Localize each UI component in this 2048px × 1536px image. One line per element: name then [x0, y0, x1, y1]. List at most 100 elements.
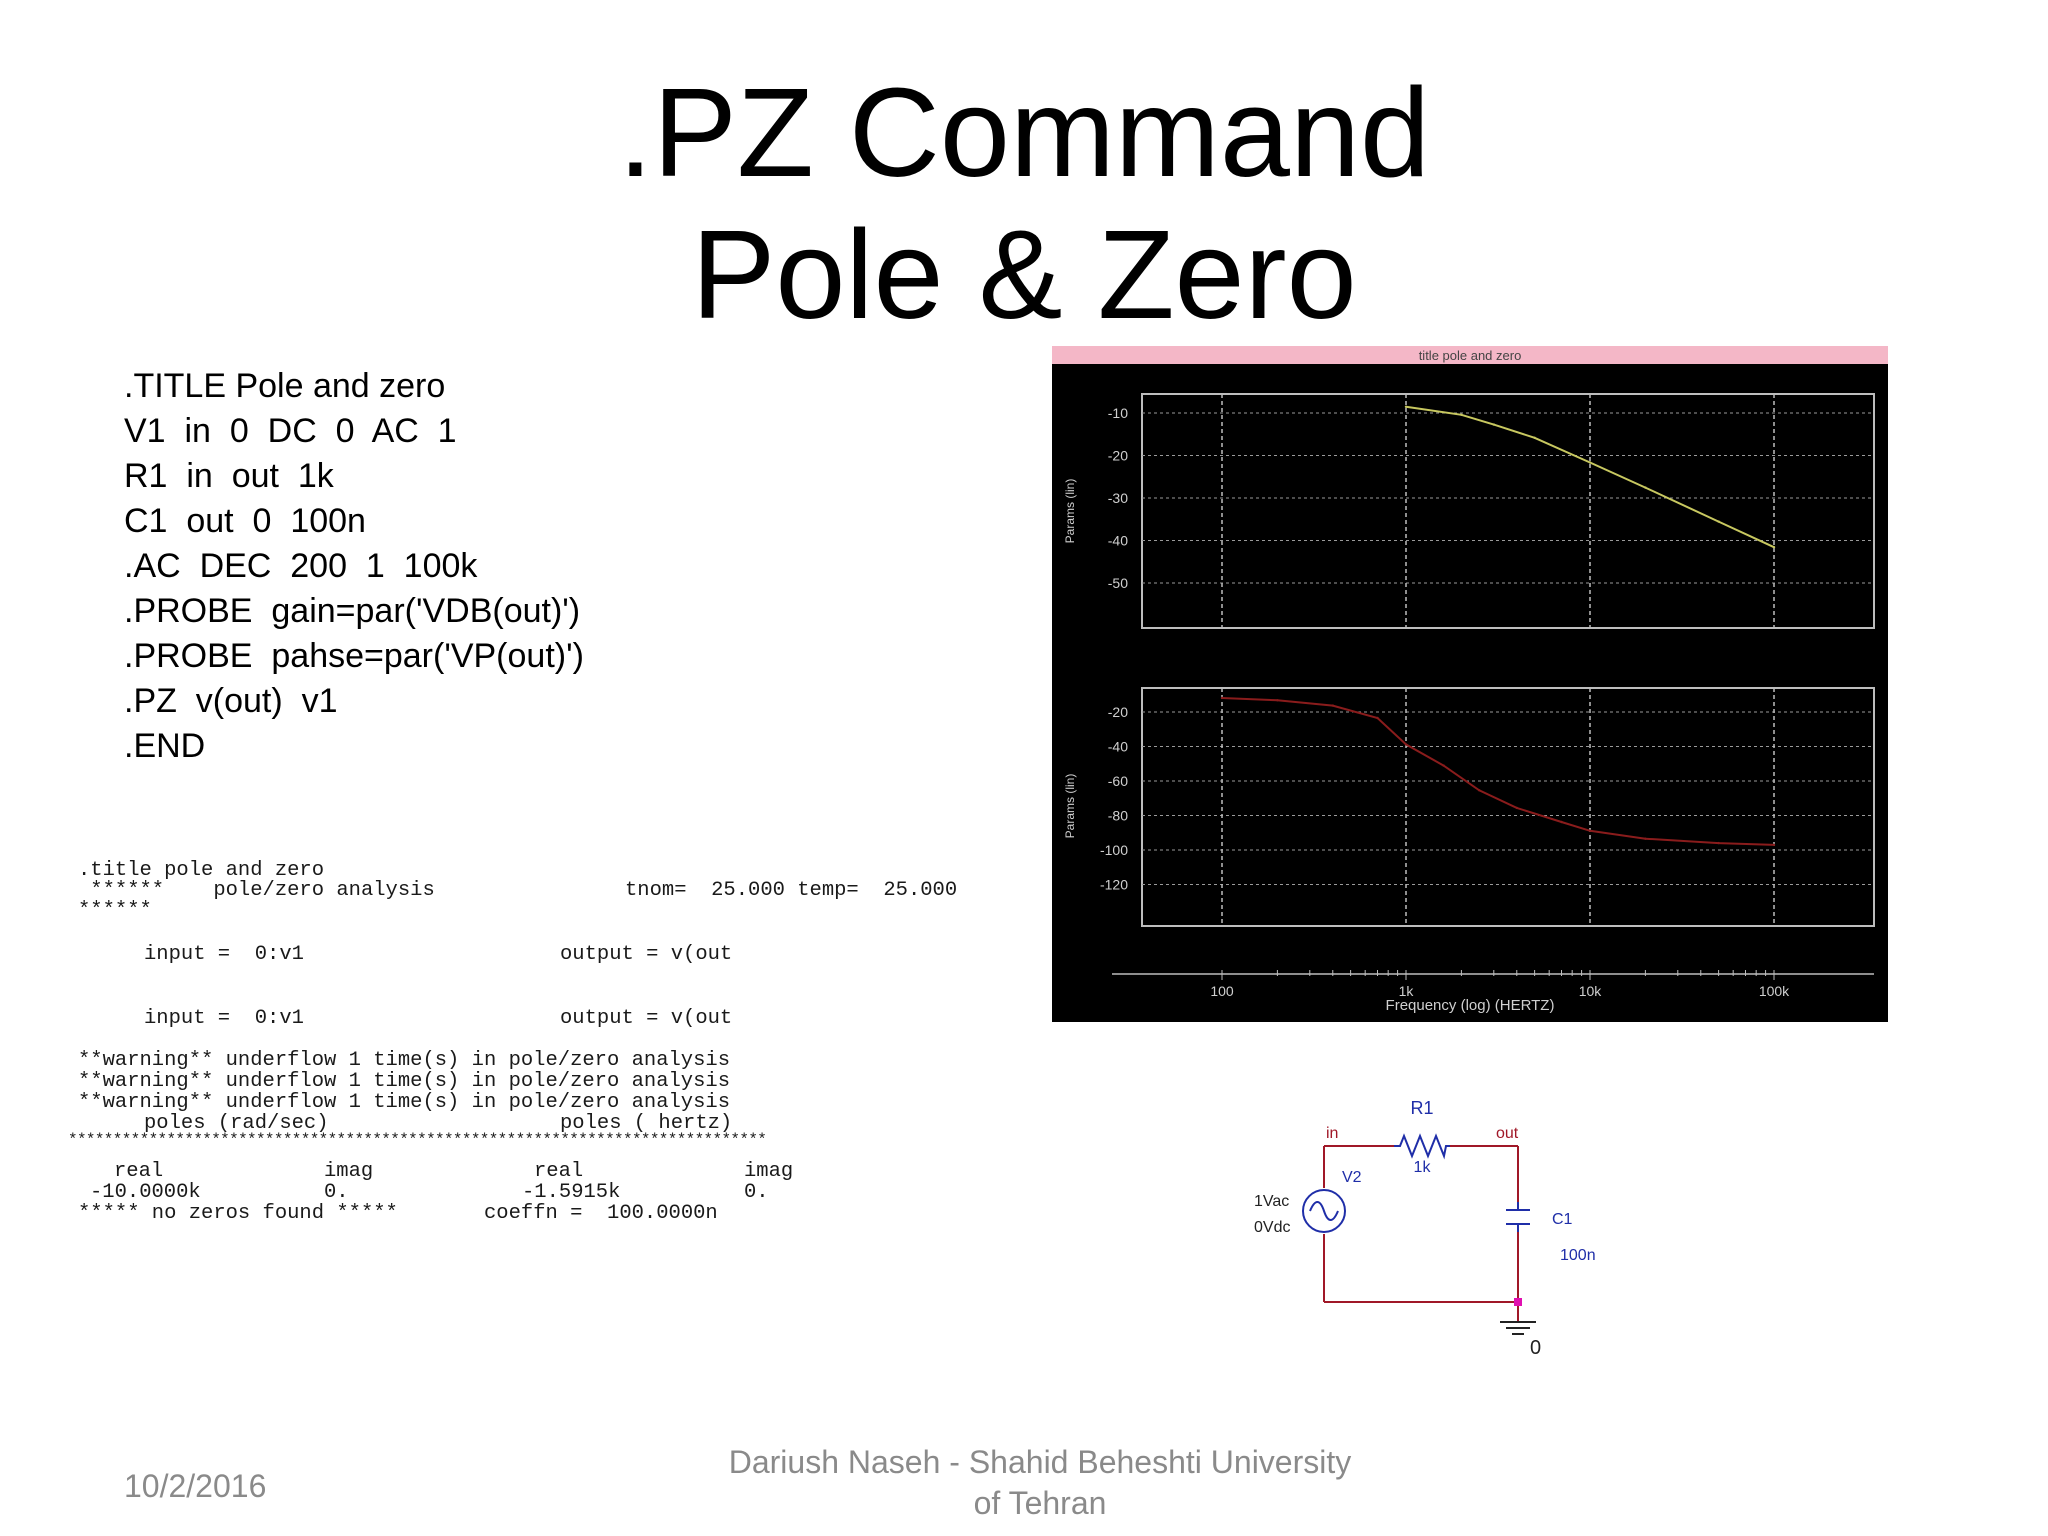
- y-tick-label: -50: [1108, 575, 1128, 591]
- series-line: [1405, 405, 1775, 549]
- plot-title: title pole and zero: [1419, 348, 1522, 363]
- author-line-2: of Tehran: [973, 1485, 1107, 1521]
- circuit-schematic: R1 1k in out V2 1Vac 0Vdc C1 100n 0: [1240, 1090, 1640, 1370]
- output-warning: **warning** underflow 1 time(s) in pole/…: [78, 1049, 731, 1072]
- output-poles-hz: poles ( hertz): [560, 1112, 733, 1135]
- output-input: input = 0:v1: [144, 943, 304, 966]
- netlist-line: .TITLE Pole and zero: [124, 367, 446, 405]
- output-stars-short: ******: [78, 899, 152, 922]
- title-line-2: Pole & Zero: [691, 204, 1357, 345]
- data-point: [1460, 413, 1463, 416]
- x-axis-label: Frequency (log) (HERTZ): [1386, 997, 1555, 1014]
- y-tick-label: -20: [1108, 448, 1128, 464]
- node-out-label: out: [1496, 1125, 1519, 1142]
- data-point: [1220, 696, 1224, 700]
- footer-author: Dariush Naseh - Shahid Beheshti Universi…: [700, 1442, 1380, 1524]
- schematic-svg: R1 1k in out V2 1Vac 0Vdc C1 100n 0: [1254, 1098, 1596, 1359]
- data-point: [1404, 405, 1408, 408]
- data-point: [1276, 699, 1279, 702]
- title-line-1: .PZ Command: [617, 62, 1431, 203]
- netlist-line: V1 in 0 DC 0 AC 1: [124, 412, 457, 450]
- bode-plot-svg: title pole and zero -10 -20 -30 -40 -50 Param…: [1052, 346, 1888, 1022]
- pole-real-rad: -10.0000k: [90, 1181, 201, 1204]
- slide-title: .PZ Command Pole & Zero: [0, 62, 2048, 346]
- y-tick-label: -40: [1108, 533, 1128, 549]
- x-tick-label: 1k: [1399, 983, 1415, 999]
- col-real: real: [534, 1160, 584, 1183]
- y-tick-label: -40: [1108, 739, 1128, 755]
- y-tick-label: -10: [1108, 405, 1128, 421]
- data-point: [1533, 436, 1536, 439]
- y-tick-label: -30: [1108, 490, 1128, 506]
- resistor-symbol: [1394, 1133, 1450, 1160]
- data-point: [1560, 820, 1563, 824]
- output-stars-line: ****************************************…: [68, 1131, 767, 1149]
- netlist-code: .TITLE Pole and zero V1 in 0 DC 0 AC 1 R…: [124, 364, 584, 769]
- output-input: input = 0:v1: [144, 1007, 304, 1030]
- netlist-line: C1 out 0 100n: [124, 502, 366, 540]
- data-point: [1772, 546, 1776, 549]
- output-title: .title pole and zero: [78, 859, 325, 882]
- pole-imag-hz: 0.: [744, 1181, 769, 1204]
- netlist-line: .AC DEC 200 1 100k: [124, 547, 478, 585]
- capacitor-name: C1: [1552, 1211, 1573, 1228]
- y-tick-label: -80: [1108, 808, 1128, 824]
- output-output: output = v(out: [560, 1007, 733, 1030]
- sine-wave-icon: [1309, 1201, 1339, 1221]
- col-imag: imag: [324, 1160, 374, 1183]
- node-marker: [1514, 1298, 1522, 1306]
- source-name: V2: [1342, 1169, 1362, 1186]
- y-tick-label: -120: [1100, 877, 1128, 893]
- y-tick-label: -20: [1108, 704, 1128, 720]
- col-real: real: [114, 1160, 164, 1183]
- data-point: [1644, 837, 1647, 840]
- output-warning: **warning** underflow 1 time(s) in pole/…: [78, 1091, 731, 1114]
- data-point: [1644, 486, 1647, 489]
- netlist-line: .PZ v(out) v1: [124, 682, 338, 720]
- node-in-label: in: [1326, 1125, 1338, 1142]
- data-point: [1717, 841, 1720, 845]
- y-tick-label: -100: [1100, 842, 1128, 858]
- netlist-line: R1 in out 1k: [124, 457, 334, 495]
- col-imag: imag: [744, 1160, 794, 1183]
- data-point: [1717, 520, 1720, 523]
- data-point: [1331, 704, 1334, 707]
- pole-imag-rad: 0.: [324, 1181, 349, 1204]
- coeffn: coeffn = 100.0000n: [484, 1202, 718, 1225]
- netlist-line: .PROBE pahse=par('VP(out)'): [124, 637, 584, 675]
- resistor-value: 1k: [1414, 1159, 1432, 1176]
- data-point: [1478, 789, 1481, 792]
- data-point: [1772, 843, 1776, 847]
- author-line-1: Dariush Naseh - Shahid Beheshti Universi…: [728, 1444, 1352, 1480]
- panel-frame: [1141, 393, 1875, 629]
- bode-plot: title pole and zero -10 -20 -30 -40 -50 Param…: [1052, 346, 1888, 1022]
- output-warning: **warning** underflow 1 time(s) in pole/…: [78, 1070, 731, 1093]
- plot-title-bar: [1052, 346, 1888, 364]
- y-axis-label: Params (lin): [1063, 479, 1077, 544]
- resistor-name: R1: [1410, 1098, 1433, 1118]
- no-zeros: ***** no zeros found *****: [78, 1202, 398, 1225]
- panel-frame: [1141, 687, 1875, 927]
- y-tick-label: -60: [1108, 773, 1128, 789]
- data-point: [1515, 806, 1518, 810]
- source-ac: 1Vac: [1254, 1193, 1289, 1210]
- simulation-output: .title pole and zero ****** pole/zero an…: [64, 860, 1004, 1240]
- output-poles-rad: poles (rad/sec): [144, 1112, 329, 1135]
- x-tick-label: 100: [1210, 983, 1234, 999]
- netlist-line: .END: [124, 727, 206, 765]
- voltage-source-symbol: [1302, 1189, 1346, 1233]
- data-point: [1404, 743, 1408, 746]
- capacitor-value: 100n: [1560, 1247, 1596, 1264]
- ground-label: 0: [1530, 1337, 1541, 1359]
- plot-background: [1052, 346, 1888, 1022]
- data-point: [1376, 716, 1379, 720]
- y-axis-label: Params (lin): [1063, 774, 1077, 839]
- source-dc: 0Vdc: [1254, 1219, 1290, 1236]
- netlist-line: .PROBE gain=par('VDB(out)'): [124, 592, 581, 630]
- output-output: output = v(out: [560, 943, 733, 966]
- x-tick-label: 100k: [1759, 983, 1790, 999]
- x-tick-label: 10k: [1579, 983, 1603, 999]
- data-point: [1492, 423, 1495, 426]
- footer-date: 10/2/2016: [124, 1468, 267, 1504]
- data-point: [1588, 461, 1592, 464]
